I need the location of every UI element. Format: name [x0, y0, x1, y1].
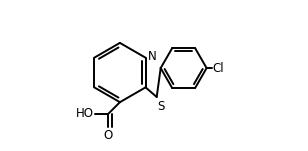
Text: HO: HO — [76, 107, 94, 120]
Text: N: N — [148, 50, 157, 63]
Text: O: O — [104, 129, 113, 142]
Text: Cl: Cl — [213, 62, 224, 75]
Text: S: S — [157, 100, 164, 113]
